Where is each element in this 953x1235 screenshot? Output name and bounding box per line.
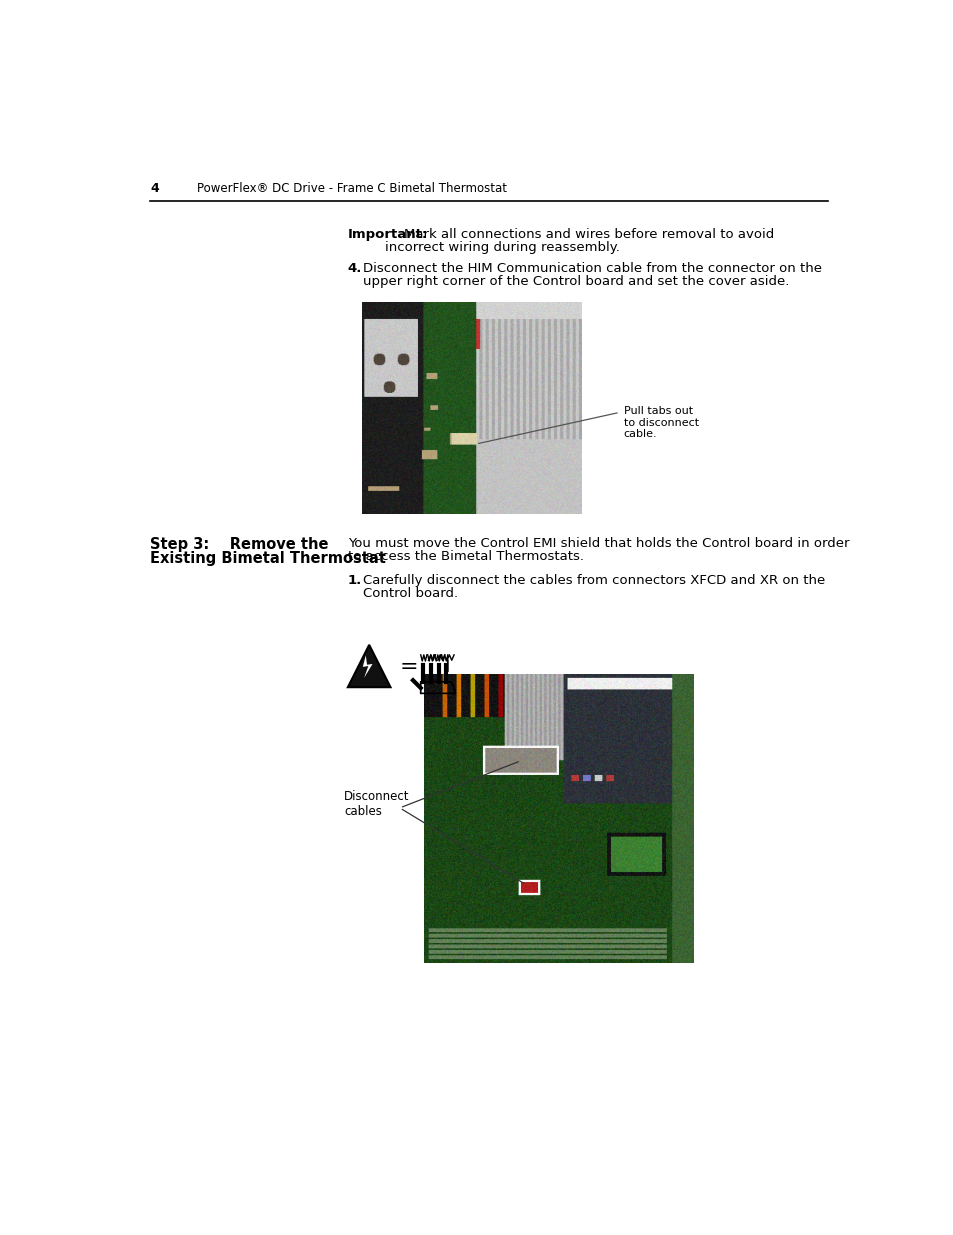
Text: Disconnect
cables: Disconnect cables: [344, 790, 409, 818]
Text: PowerFlex® DC Drive - Frame C Bimetal Thermostat: PowerFlex® DC Drive - Frame C Bimetal Th…: [196, 182, 506, 195]
Text: =: =: [399, 657, 418, 677]
Text: upper right corner of the Control board and set the cover aside.: upper right corner of the Control board …: [363, 275, 789, 288]
Text: Control board.: Control board.: [363, 587, 458, 600]
Polygon shape: [362, 656, 373, 678]
Polygon shape: [348, 645, 390, 687]
Text: Important:: Important:: [348, 227, 428, 241]
Text: Existing Bimetal Thermostat: Existing Bimetal Thermostat: [150, 551, 386, 566]
Text: 4: 4: [150, 182, 159, 195]
Text: to access the Bimetal Thermostats.: to access the Bimetal Thermostats.: [348, 550, 583, 563]
Text: Mark all connections and wires before removal to avoid: Mark all connections and wires before re…: [403, 227, 773, 241]
Text: You must move the Control EMI shield that holds the Control board in order: You must move the Control EMI shield tha…: [348, 537, 848, 550]
Text: 4.: 4.: [348, 262, 362, 275]
Text: Carefully disconnect the cables from connectors XFCD and XR on the: Carefully disconnect the cables from con…: [363, 574, 824, 587]
Text: Step 3:    Remove the: Step 3: Remove the: [150, 537, 329, 552]
Text: Disconnect the HIM Communication cable from the connector on the: Disconnect the HIM Communication cable f…: [363, 262, 821, 275]
Text: 1.: 1.: [348, 574, 362, 587]
Text: incorrect wiring during reassembly.: incorrect wiring during reassembly.: [385, 241, 619, 253]
Text: Pull tabs out
to disconnect
cable.: Pull tabs out to disconnect cable.: [623, 406, 699, 440]
